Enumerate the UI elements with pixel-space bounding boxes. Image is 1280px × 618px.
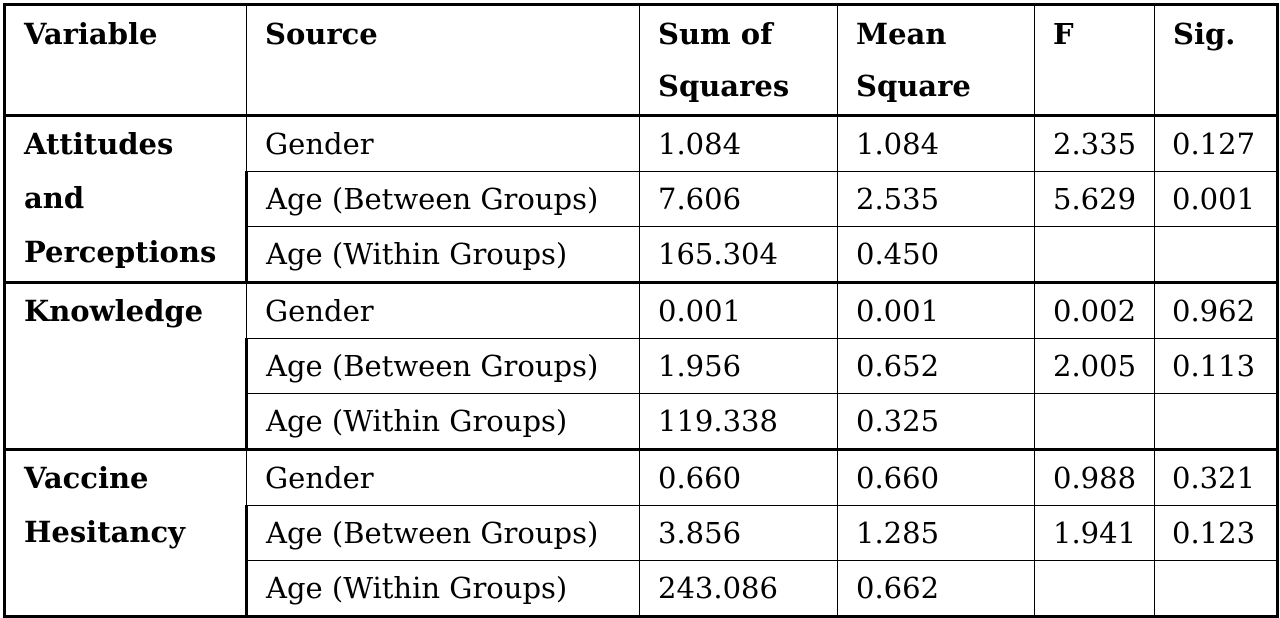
variable-line: Perceptions [24,235,217,269]
sig-cell: 0.001 [1154,171,1279,227]
anova-table: Variable Source Sum of Squares Mean Squa… [3,3,1279,618]
variable-cell-attitudes: Attitudes and Perceptions [3,114,247,283]
source-cell: Age (Within Groups) [245,226,640,283]
f-cell: 0.002 [1034,281,1155,339]
variable-line: Attitudes [24,127,174,161]
mean-square-cell: 0.662 [837,560,1035,618]
sig-cell [1154,226,1279,283]
mean-square-cell: 2.535 [837,171,1035,227]
f-cell [1034,393,1155,450]
sum-of-squares-cell: 165.304 [639,226,838,283]
table-body: Attitudes and Perceptions Gender 1.084 1… [3,114,1279,618]
variable-cell-knowledge: Knowledge [3,281,247,450]
mean-square-cell: 1.285 [837,505,1035,561]
source-cell: Gender [246,448,640,506]
sig-cell: 0.123 [1154,505,1279,561]
mean-square-cell: 0.450 [837,226,1035,283]
table-row: Age (Within Groups) 165.304 0.450 [5,226,1279,283]
source-cell: Age (Between Groups) [245,338,640,394]
f-cell: 5.629 [1034,171,1155,227]
f-cell [1034,560,1155,618]
source-cell: Age (Between Groups) [245,505,640,561]
header-sum-of-squares: Sum of Squares [639,4,838,117]
variable-line: and [24,181,85,215]
header-mean-square: Mean Square [837,4,1035,117]
variable-cell-vaccine-hesitancy: Vaccine Hesitancy [3,448,247,617]
sum-of-squares-cell: 243.086 [639,560,838,618]
f-cell [1034,226,1155,283]
sig-cell: 0.962 [1154,281,1279,339]
f-cell: 2.335 [1034,114,1155,172]
sig-cell: 0.127 [1154,114,1279,172]
header-f: F [1034,4,1155,117]
sum-of-squares-cell: 1.084 [639,114,838,172]
table-row: Knowledge Gender 0.001 0.001 0.002 0.962 [3,281,1279,450]
sum-of-squares-cell: 119.338 [639,393,838,450]
variable-line: Hesitancy [24,515,185,549]
table-row: Age (Between Groups) 3.856 1.285 1.941 0… [5,505,1279,561]
variable-line: Knowledge [24,294,204,328]
sum-of-squares-cell: 7.606 [639,171,838,227]
table-header: Variable Source Sum of Squares Mean Squa… [3,4,1279,117]
mean-square-cell: 0.325 [837,393,1035,450]
sig-cell: 0.321 [1154,448,1279,506]
f-cell: 2.005 [1034,338,1155,394]
header-row: Variable Source Sum of Squares Mean Squa… [3,4,1279,117]
mean-square-cell: 1.084 [837,114,1035,172]
source-cell: Gender [246,114,640,172]
sum-of-squares-cell: 3.856 [639,505,838,561]
f-cell: 0.988 [1034,448,1155,506]
mean-square-cell: 0.660 [837,448,1035,506]
source-cell: Age (Between Groups) [245,171,640,227]
mean-square-cell: 0.652 [837,338,1035,394]
table-row: Age (Between Groups) 1.956 0.652 2.005 0… [5,338,1279,394]
sum-of-squares-cell: 1.956 [639,338,838,394]
mean-square-cell: 0.001 [837,281,1035,339]
sum-of-squares-cell: 0.660 [639,448,838,506]
variable-line: Vaccine [24,461,149,495]
source-cell: Gender [246,281,640,339]
sig-cell: 0.113 [1154,338,1279,394]
source-cell: Age (Within Groups) [245,560,640,618]
table-row: Age (Within Groups) 243.086 0.662 [5,560,1279,618]
f-cell: 1.941 [1034,505,1155,561]
table-row: Vaccine Hesitancy Gender 0.660 0.660 0.9… [3,448,1279,617]
sig-cell [1154,393,1279,450]
sig-cell [1154,560,1279,618]
header-source: Source [246,4,640,117]
sum-of-squares-cell: 0.001 [639,281,838,339]
source-cell: Age (Within Groups) [245,393,640,450]
header-variable: Variable [3,4,247,117]
table-row: Attitudes and Perceptions Gender 1.084 1… [3,114,1279,283]
header-sig: Sig. [1154,4,1279,117]
